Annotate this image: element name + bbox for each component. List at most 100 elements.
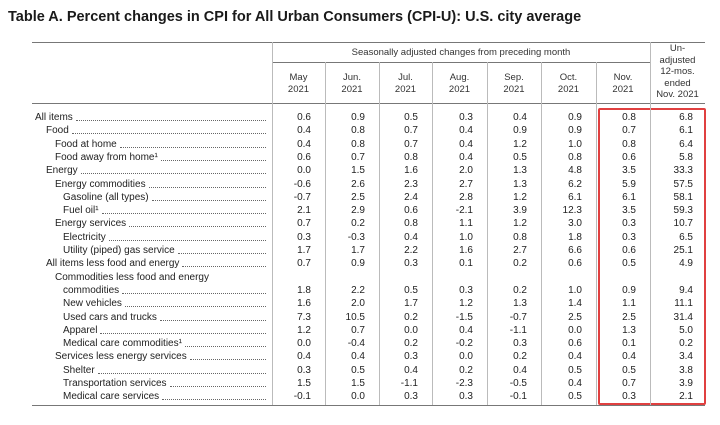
column-unadjusted: ended: [664, 77, 691, 89]
column-year: 2021: [341, 84, 363, 95]
table-cell: 0.4: [513, 364, 527, 376]
row-label: Used cars and trucks: [63, 311, 272, 324]
row-label: New vehicles: [63, 297, 272, 310]
leader-dots: [159, 319, 266, 321]
table-cell: 31.4: [673, 311, 693, 323]
table-cell: 0.8: [404, 218, 418, 230]
table-cell: 0.0: [351, 391, 365, 403]
table-cell: 1.7: [404, 298, 418, 310]
table-cell: -0.2: [455, 338, 473, 350]
table-cell: 5.8: [679, 151, 693, 163]
table-cell: 2.0: [351, 298, 365, 310]
row-label-text: Used cars and trucks: [63, 311, 157, 323]
table-cell: 0.6: [568, 258, 582, 270]
leader-dots: [160, 159, 266, 161]
table-cell: 1.2: [297, 324, 311, 336]
column-unadjusted: Nov. 2021: [656, 89, 699, 100]
table-cell: 2.3: [404, 178, 418, 190]
table-cell: 33.3: [673, 165, 693, 177]
row-label-text: Medical care commodities¹: [63, 338, 182, 350]
leader-dots: [119, 146, 266, 148]
column-month: Oct.: [559, 72, 578, 83]
table-cell: 10.7: [673, 218, 693, 230]
row-label-text: Food away from home¹: [55, 151, 158, 163]
column-month: May: [289, 72, 308, 83]
table-cell: 6.1: [679, 125, 693, 137]
table-cell: 0.3: [404, 258, 418, 270]
column-rule: [650, 42, 651, 405]
table-cell: 0.4: [459, 125, 473, 137]
leader-dots: [177, 253, 266, 254]
table-cell: 0.3: [622, 218, 636, 230]
table-cell: 5.0: [679, 324, 693, 336]
table-cell: 0.3: [459, 391, 473, 403]
row-label-text: commodities: [63, 284, 120, 296]
table-cell: 0.4: [297, 351, 311, 363]
table-cell: 0.4: [513, 112, 527, 123]
table-cell: 2.0: [459, 165, 473, 177]
table-cell: 0.0: [568, 324, 582, 336]
row-label: Food at home: [55, 138, 272, 151]
table-cell: 0.2: [513, 284, 527, 296]
table-cell: 1.5: [297, 378, 311, 389]
row-label-text: Gasoline (all types): [63, 191, 149, 203]
row-label: Utility (piped) gas service: [63, 244, 272, 257]
table-cell: -0.1: [293, 391, 311, 403]
table-cell: 25.1: [673, 245, 693, 256]
table-cell: 0.3: [622, 391, 636, 403]
table-cell: 1.0: [459, 231, 473, 243]
table-cell: 0.0: [459, 351, 473, 363]
leader-dots: [129, 226, 266, 228]
column-month: Jul.: [398, 72, 413, 83]
row-label: Fuel oil¹: [63, 204, 272, 217]
row-label-text: Energy: [46, 165, 78, 177]
table-cell: 1.0: [568, 284, 582, 296]
leader-dots: [71, 133, 266, 135]
table-cell: 2.1: [679, 391, 693, 403]
row-label: All items: [35, 111, 272, 124]
row-label: Energy services: [55, 217, 272, 230]
table-cell: -0.4: [347, 338, 365, 350]
table-cell: 0.2: [679, 338, 693, 350]
column-rule: [325, 62, 326, 405]
table-cell: 1.5: [351, 378, 365, 389]
row-label-text: All items: [35, 112, 73, 123]
table-cell: 1.3: [513, 298, 527, 310]
table-cell: 0.2: [459, 364, 473, 376]
table-title: Table A. Percent changes in CPI for All …: [8, 9, 582, 25]
table-cell: 0.6: [404, 205, 418, 217]
table-cell: 6.5: [679, 231, 693, 243]
table-cell: 1.3: [513, 178, 527, 190]
table-cell: 0.4: [459, 151, 473, 163]
column-year: 2021: [394, 84, 417, 95]
table-cell: 1.6: [404, 165, 418, 177]
table-cell: 0.7: [297, 258, 311, 270]
table-cell: 1.2: [459, 298, 473, 310]
row-label: Electricity: [63, 231, 272, 244]
table-cell: 0.9: [351, 258, 365, 270]
table-cell: 2.6: [351, 178, 365, 190]
column-month: Jun.: [343, 72, 361, 83]
table-cell: 3.9: [679, 378, 693, 389]
table-cell: 0.4: [297, 138, 311, 150]
table-cell: 0.4: [568, 378, 582, 389]
table-cell: 0.3: [459, 284, 473, 296]
column-year: 2021: [612, 84, 634, 95]
table-cell: 7.3: [297, 311, 311, 323]
table-cell: 1.3: [513, 165, 527, 177]
table-cell: 5.9: [622, 178, 636, 190]
table-cell: -0.1: [509, 391, 527, 403]
row-label: Food away from home¹: [55, 151, 272, 164]
table-cell: 0.4: [459, 138, 473, 150]
column-rule: [596, 62, 597, 405]
table-cell: 4.9: [679, 258, 693, 270]
table-cell: 0.2: [513, 351, 527, 363]
table-cell: 0.9: [622, 284, 636, 296]
table-cell: 0.6: [297, 112, 311, 123]
column-rule: [432, 62, 433, 405]
table-cell: 1.4: [568, 298, 582, 310]
row-label-text: Energy services: [55, 218, 127, 230]
table-cell: -0.6: [293, 178, 311, 190]
table-cell: -0.7: [509, 311, 527, 323]
